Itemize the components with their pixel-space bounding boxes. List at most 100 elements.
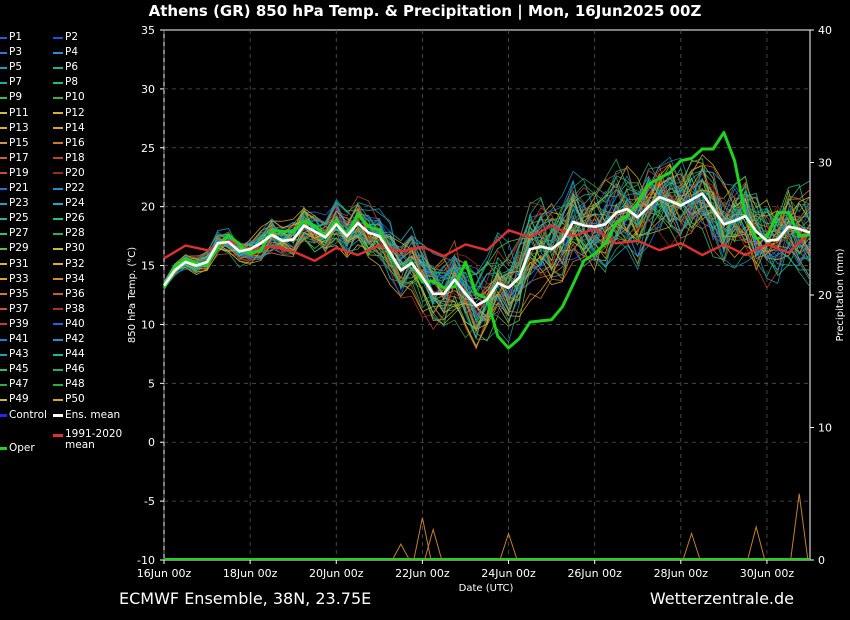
legend-item: P9 [0, 92, 22, 103]
legend-item: P20 [53, 167, 85, 179]
legend-swatch [0, 413, 7, 417]
legend-swatch [53, 353, 63, 356]
member-line [163, 165, 811, 347]
legend-label: P23 [9, 197, 29, 210]
legend-item: P16 [53, 137, 85, 149]
legend-item: P38 [53, 303, 85, 315]
y-tick-label: 0 [148, 436, 155, 449]
precip-spike [391, 543, 410, 561]
legend-label: P4 [65, 46, 79, 59]
legend-item: P11 [0, 107, 29, 119]
legend-item-oper: Oper [0, 442, 35, 454]
y-tick-label: -10 [137, 554, 155, 567]
legend-label: P28 [65, 227, 85, 240]
legend-label: P39 [9, 317, 29, 330]
legend-label: P48 [65, 378, 85, 391]
x-tick-label: 30Jun 00z [740, 567, 795, 580]
legend-item: P26 [53, 213, 85, 224]
legend-label: P14 [65, 121, 85, 134]
legend-swatch [53, 127, 63, 130]
y-axis-label: 850 hPa Temp. (°C) [127, 247, 138, 343]
legend-label: P34 [65, 272, 85, 285]
legend-item: P48 [53, 379, 85, 390]
legend-item: P40 [53, 317, 85, 330]
legend-label: P49 [9, 393, 29, 406]
legend-item: P37 [0, 303, 29, 315]
legend-swatch [0, 127, 7, 130]
x-axis-label: Date (UTC) [458, 583, 514, 594]
legend-item: P4 [53, 47, 78, 58]
legend-item: Ens. mean [53, 409, 120, 421]
legend-item: P3 [0, 47, 22, 58]
y-tick-label: -5 [144, 495, 155, 508]
legend-label: P31 [9, 257, 29, 270]
legend-swatch [53, 202, 63, 205]
legend-swatch [53, 413, 63, 417]
legend-label: P8 [65, 76, 79, 89]
legend-label: 1991-2020 mean [65, 427, 123, 451]
legend-item: P15 [0, 136, 29, 149]
legend-item: P32 [53, 258, 85, 270]
legend-swatch [53, 383, 63, 386]
legend-item: P34 [53, 272, 85, 285]
legend-item: P47 [0, 379, 29, 390]
precip-spike [747, 524, 766, 561]
legend-swatch [0, 338, 7, 341]
legend-item: P50 [53, 394, 85, 405]
legend-swatch [53, 368, 63, 371]
legend-label: P19 [9, 166, 29, 179]
precip-spike [790, 493, 809, 561]
y-tick-label: 10 [141, 318, 155, 331]
precip-spike [499, 531, 518, 561]
legend-swatch [53, 398, 63, 401]
x-tick-label: 24Jun 00z [481, 567, 536, 580]
legend-swatch [0, 446, 7, 450]
legend-item: P10 [53, 92, 85, 103]
legend-swatch [0, 51, 7, 54]
x-tick-label: 20Jun 00z [309, 567, 364, 580]
legend-item: P21 [0, 183, 29, 194]
legend-label: P40 [65, 317, 85, 330]
legend-label: P45 [9, 363, 29, 376]
y-tick-label: 25 [141, 142, 155, 155]
legend-label: P46 [65, 363, 85, 376]
legend-swatch [0, 96, 7, 99]
site-credit[interactable]: Wetterzentrale.de [649, 589, 794, 608]
legend-label: P43 [9, 348, 29, 361]
legend-item: P27 [0, 228, 29, 239]
member-line [163, 167, 811, 327]
legend-item: P39 [0, 317, 29, 330]
legend-item: P17 [0, 152, 29, 164]
legend-swatch [0, 232, 7, 235]
legend-swatch [53, 247, 63, 250]
legend-swatch [0, 112, 7, 114]
legend-label: P24 [65, 197, 85, 210]
y-tick-label: 20 [141, 201, 155, 214]
main-series [162, 131, 811, 350]
legend-swatch [0, 81, 7, 84]
legend-label: P15 [9, 136, 29, 149]
legend-swatch [0, 36, 7, 39]
member-line [163, 162, 811, 322]
y2-tick-label: 30 [818, 157, 832, 170]
legend-swatch [0, 398, 7, 401]
member-line [163, 154, 811, 319]
legend-label: P25 [9, 212, 29, 225]
legend-item: P1 [0, 32, 22, 43]
legend-item: P13 [0, 122, 29, 134]
legend-label: P2 [65, 31, 79, 43]
legend-label: P21 [9, 182, 29, 194]
x-tick-label: 18Jun 00z [223, 567, 278, 580]
legend-item: P22 [53, 183, 85, 194]
legend-item: P35 [0, 288, 29, 300]
member-line [163, 179, 811, 304]
legend-item: P6 [53, 62, 78, 73]
legend-swatch [0, 187, 7, 190]
member-line [163, 158, 811, 312]
legend-swatch [53, 338, 63, 341]
legend-item: P25 [0, 213, 29, 224]
legend-swatch [53, 51, 63, 54]
legend-swatch [0, 142, 7, 145]
legend-swatch [0, 278, 7, 281]
